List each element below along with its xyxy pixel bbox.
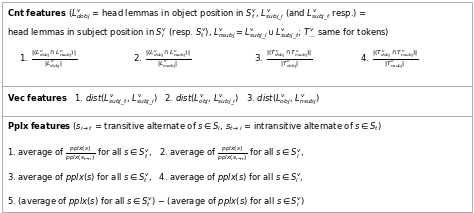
Text: $2.\;\frac{|(L^v_{dobj}\cap L^v_{nsubj})|}{|L^v_{nsubj}|}$: $2.\;\frac{|(L^v_{dobj}\cap L^v_{nsubj})… — [133, 49, 191, 71]
Text: $\mathbf{Vec\ features}$   1. $dist(L^v_{subj\_t},\,L^v_{subj\_i})$   2. $dist(L: $\mathbf{Vec\ features}$ 1. $dist(L^v_{s… — [7, 93, 320, 108]
Text: $1.\;\frac{|(L^v_{dobj}\cap L^v_{nsubj})|}{|L^v_{dobj}|}$: $1.\;\frac{|(L^v_{dobj}\cap L^v_{nsubj})… — [19, 49, 77, 71]
Text: $3.\;\frac{|(T^v_{dobj}\cap T^v_{nsubj})|}{|T^v_{dobj}|}$: $3.\;\frac{|(T^v_{dobj}\cap T^v_{nsubj})… — [254, 49, 312, 71]
Text: 5. (average of $pplx(s)$ for all $s \in S^v_t$) $-$ (average of $pplx(s)$ for al: 5. (average of $pplx(s)$ for all $s \in … — [7, 196, 305, 209]
Text: $\mathbf{Pplx\ features}$ $(s_{i\to t}$ = transitive alternate of $s \in S_i$, $: $\mathbf{Pplx\ features}$ $(s_{i\to t}$ … — [7, 120, 382, 133]
Text: $4.\;\frac{|(T^v_{dobj}\cap T^v_{nsubj})|}{|T^v_{nsubj}|}$: $4.\;\frac{|(T^v_{dobj}\cap T^v_{nsubj})… — [360, 49, 419, 71]
Text: 1. average of $\frac{pplx(s)}{pplx(s_{t\to i})}$ for all $s \in S^v_t$,   2. ave: 1. average of $\frac{pplx(s)}{pplx(s_{t\… — [7, 145, 304, 163]
Text: 3. average of $pplx(s)$ for all $s \in S^v_t$,   4. average of $pplx(s)$ for all: 3. average of $pplx(s)$ for all $s \in S… — [7, 171, 304, 185]
Text: head lemmas in subject position in $S^v_i$ (resp. $S^v_t$), $L^v_{nsubj} = L^v_{: head lemmas in subject position in $S^v_… — [7, 27, 390, 42]
Text: $\mathbf{Cnt\ features}$ $(L^v_{dobj}$ = head lemmas in object position in $S^v_: $\mathbf{Cnt\ features}$ $(L^v_{dobj}$ =… — [7, 7, 367, 23]
